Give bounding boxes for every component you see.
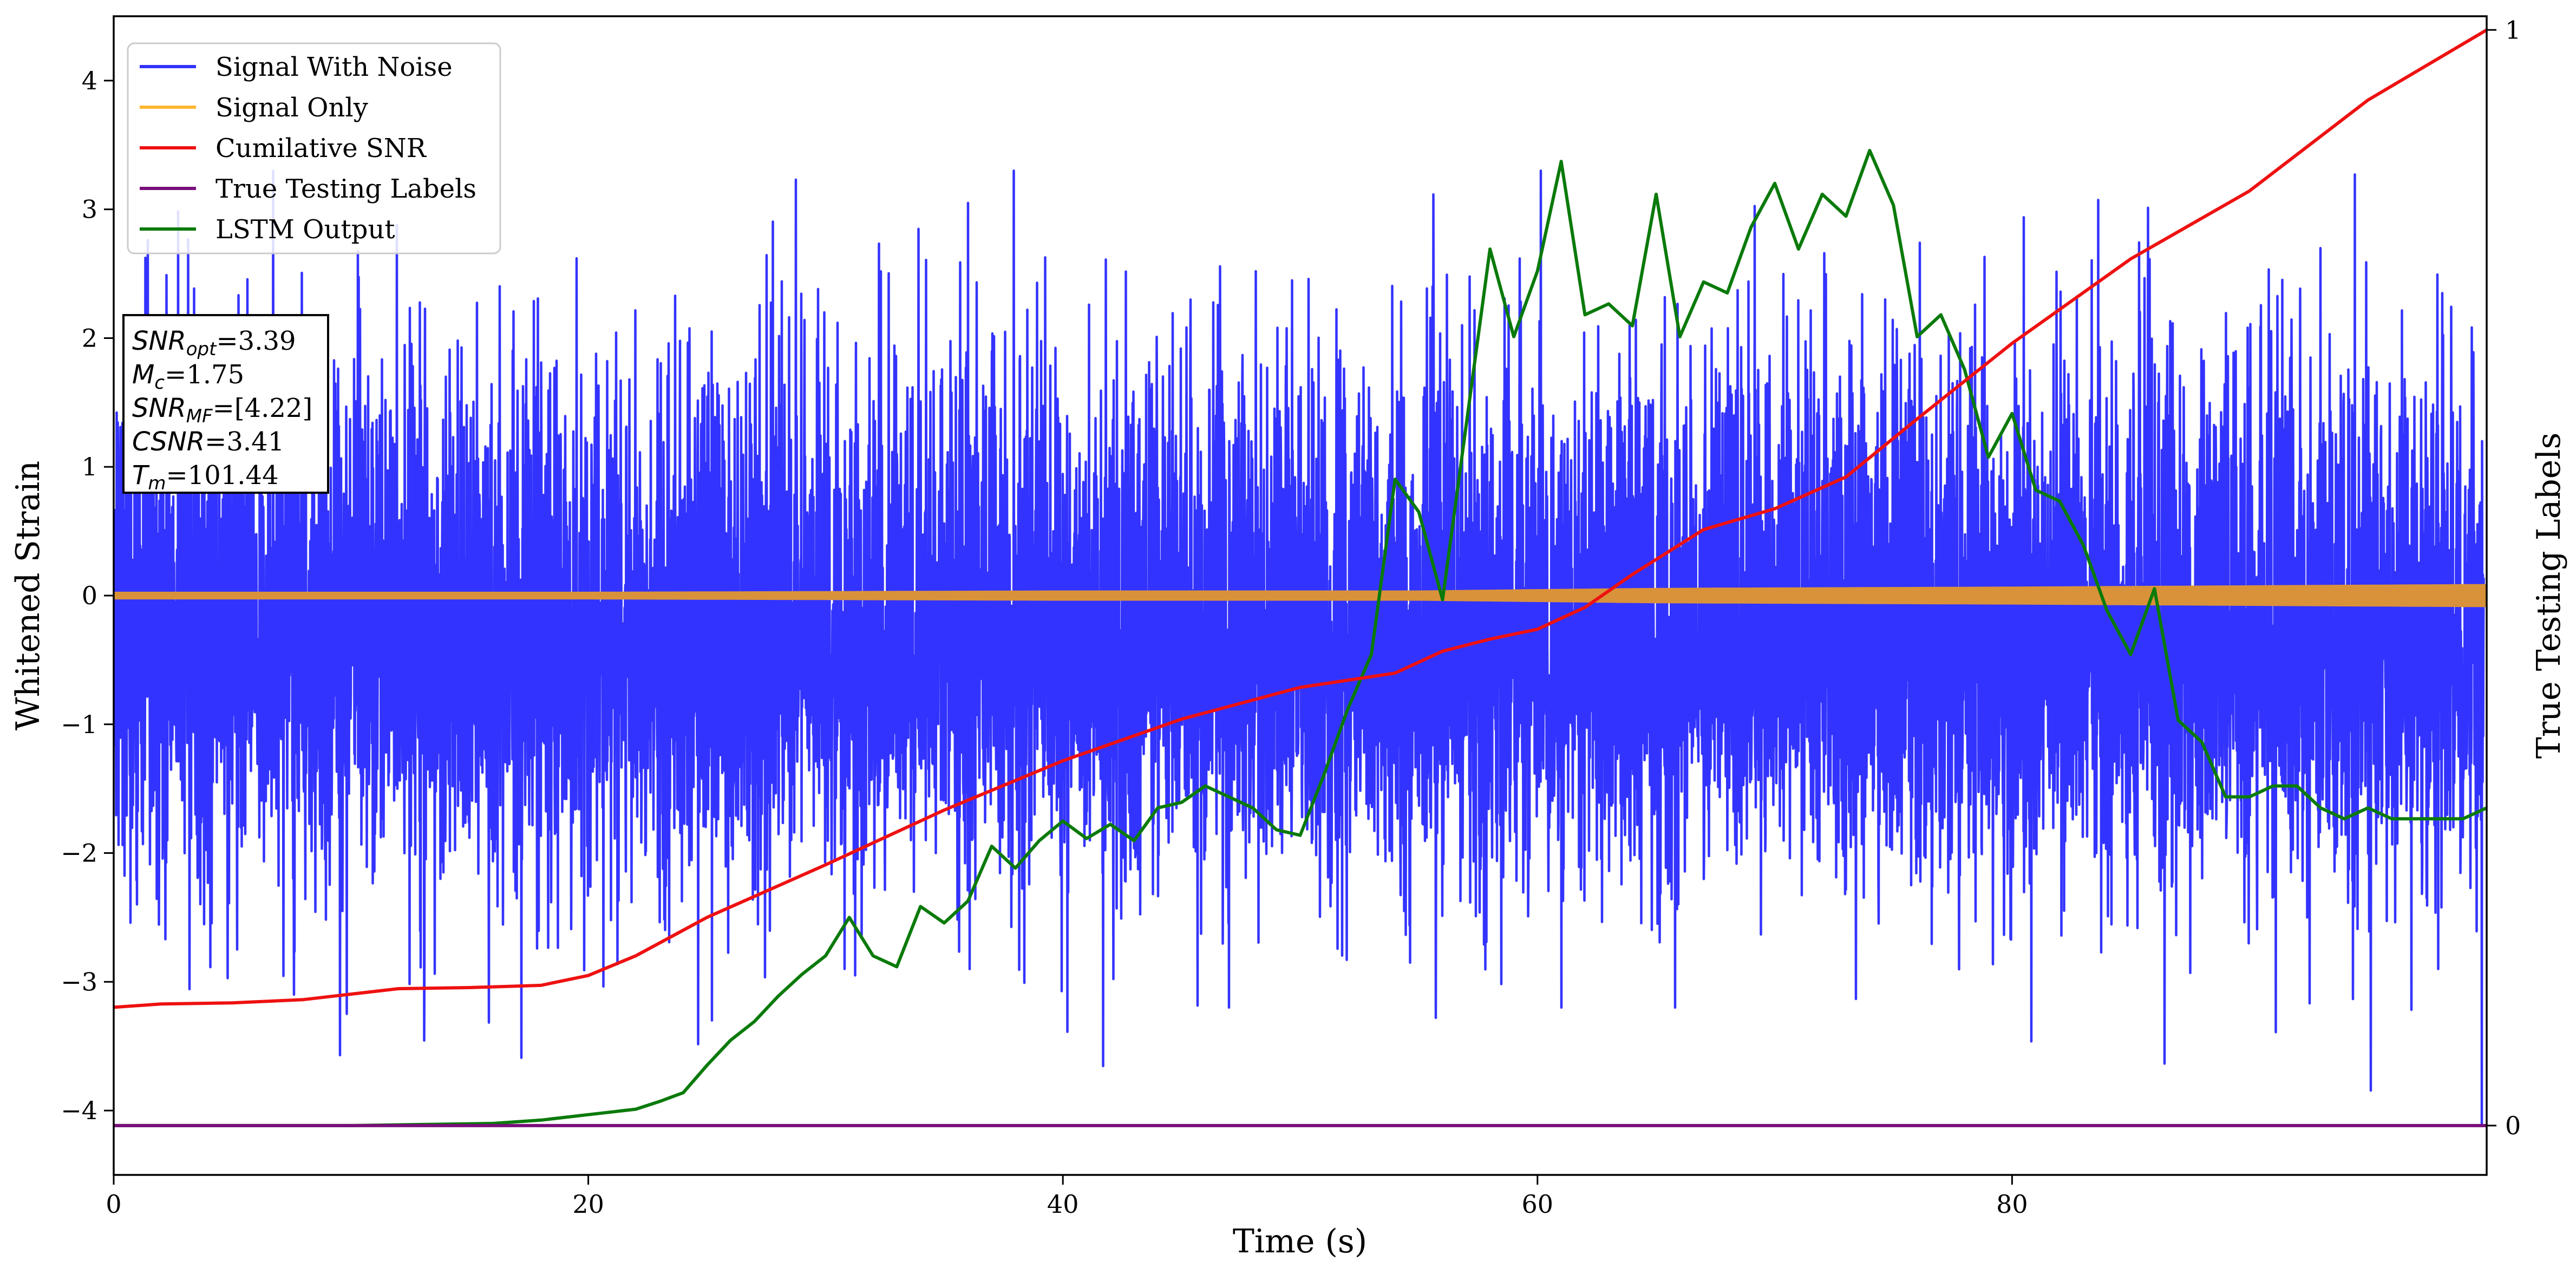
- y-axis-title: Whitened Strain: [9, 461, 47, 730]
- series-layer: [114, 28, 2487, 1127]
- signal-only-band: [114, 584, 2487, 607]
- legend-label: LSTM Output: [215, 214, 395, 245]
- annotation-line: Mc=1.75: [132, 360, 244, 394]
- legend-frame: [127, 42, 501, 254]
- annotation-line: SNRMF=[4.22]: [132, 393, 312, 427]
- annotation-line: CSNR=3.41: [132, 427, 284, 457]
- legend-label: Signal With Noise: [215, 52, 453, 82]
- legend-label: Signal Only: [215, 93, 368, 123]
- y-tick-label: 4: [82, 66, 97, 95]
- y-tick-label: 3: [82, 195, 97, 224]
- y-tick-label: −2: [61, 839, 97, 868]
- x-tick-label: 40: [1047, 1190, 1079, 1219]
- y2-tick-label: 0: [2505, 1111, 2521, 1140]
- y-tick-label: −3: [61, 967, 97, 996]
- x-tick-label: 80: [1996, 1190, 2028, 1219]
- cumulative-snr-line: [114, 28, 2487, 1009]
- y2-axis-ticks: 01: [2487, 15, 2521, 1140]
- legend-label: Cumilative SNR: [215, 133, 427, 164]
- x-tick-label: 60: [1522, 1190, 1554, 1219]
- y2-axis-title: True Testing Labels: [2530, 433, 2568, 759]
- y-axis-ticks: −4 −3 −2 −1 0 1 2 3 4: [61, 66, 114, 1125]
- x-axis-ticks: 0 20 40 60 80: [106, 1175, 2028, 1219]
- y-tick-label: −4: [61, 1096, 97, 1125]
- y-tick-label: 2: [82, 323, 97, 352]
- x-axis-title: Time (s): [1233, 1223, 1367, 1260]
- y-tick-label: 0: [82, 581, 97, 610]
- annotation-box: SNRopt=3.39Mc=1.75SNRMF=[4.22]CSNR=3.41T…: [122, 314, 329, 494]
- x-tick-label: 0: [106, 1190, 121, 1219]
- y2-tick-label: 1: [2505, 15, 2521, 44]
- y-tick-label: −1: [61, 710, 97, 739]
- lstm-output-line: [114, 148, 2487, 1127]
- legend-label: True Testing Labels: [215, 174, 476, 204]
- x-tick-label: 20: [572, 1190, 604, 1219]
- y-tick-label: 1: [82, 452, 97, 481]
- annotation-box-frame: [122, 314, 329, 494]
- annotation-line: Tm=101.44: [132, 460, 279, 494]
- annotation-line: SNRopt=3.39: [132, 326, 296, 360]
- legend: Signal With Noise Signal Only Cumilative S…: [127, 42, 501, 254]
